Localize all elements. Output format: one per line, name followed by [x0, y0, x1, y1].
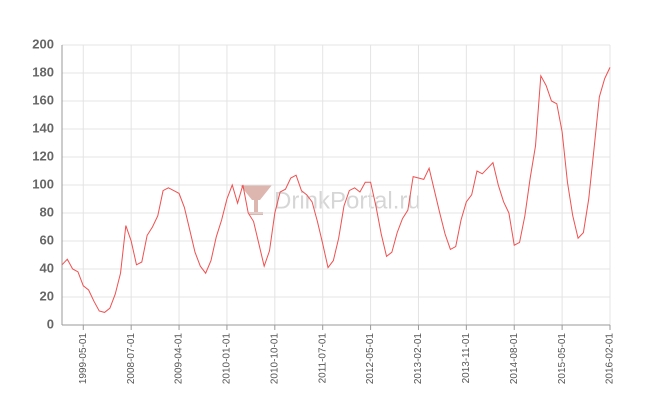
y-tick-label: 200 — [32, 36, 54, 51]
x-tick-label: 1999-05-01 — [78, 333, 89, 385]
y-tick-label: 60 — [40, 232, 54, 247]
y-tick-label: 160 — [32, 92, 54, 107]
y-tick-label: 40 — [40, 260, 54, 275]
x-tick-label: 2010-10-01 — [269, 333, 280, 385]
x-tick-label: 2008-07-01 — [126, 333, 137, 385]
x-tick-label: 2016-02-01 — [605, 333, 616, 385]
watermark-icon — [240, 185, 272, 215]
x-tick-label: 2010-01-01 — [222, 333, 233, 385]
x-tick-label: 2013-11-01 — [461, 333, 472, 384]
y-tick-label: 100 — [32, 176, 54, 191]
x-tick-label: 2009-04-01 — [174, 333, 185, 385]
y-tick-label: 0 — [47, 316, 54, 331]
x-tick-label: 2014-08-01 — [509, 333, 520, 385]
y-tick-label: 120 — [32, 148, 54, 163]
y-tick-label: 180 — [32, 64, 54, 79]
y-tick-label: 80 — [40, 204, 54, 219]
x-tick-label: 2015-05-01 — [557, 333, 568, 385]
x-tick-label: 2012-05-01 — [365, 333, 376, 385]
line — [61, 67, 611, 313]
x-tick-label: 2011-07-01 — [317, 333, 328, 384]
y-tick-label: 20 — [40, 288, 54, 303]
watermark: DrinkPortal.ru — [274, 187, 421, 214]
y-tick-label: 140 — [32, 120, 54, 135]
x-tick-label: 2013-02-01 — [413, 333, 424, 385]
